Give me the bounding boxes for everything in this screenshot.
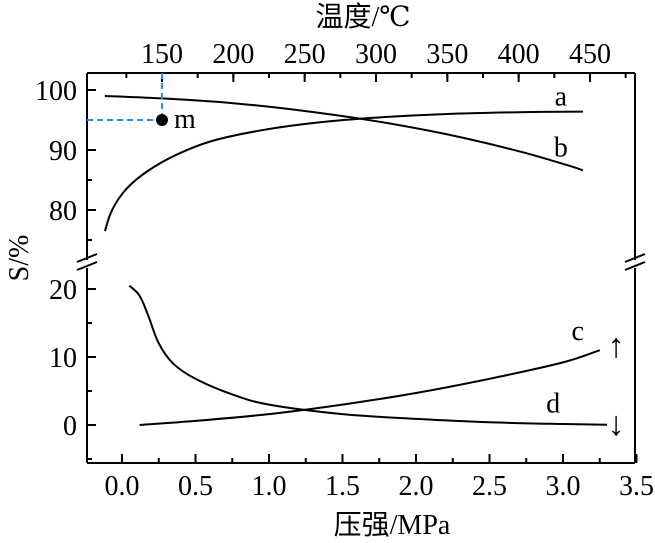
series-d-line [128,284,608,426]
series-c-label: c [572,316,584,347]
x-bottom-tick-label: 3.0 [546,471,581,502]
y-upper-tick-label: 90 [49,136,77,167]
y-upper-tick-label: 80 [49,196,77,227]
series-a-line [103,110,583,232]
series-a-label: a [555,82,568,113]
y-axis-title: S/% [4,235,35,282]
point-m-label: m [174,104,196,135]
x-top-tick-label: 400 [498,39,540,70]
axis-break-mark-left-2 [76,261,98,271]
point-m-marker [156,114,168,126]
y-upper-tick-label: 100 [35,76,77,107]
x-bottom-tick-label: 1.0 [252,471,287,502]
x-top-tick-label: 450 [569,39,611,70]
tick-marks [87,73,638,463]
y-lower-tick-label: 20 [49,275,77,306]
series-curves: ab c d [103,82,608,426]
x-top-tick-label: 350 [426,39,468,70]
x-top-tick-label: 300 [355,39,397,70]
series-b-label: b [554,132,568,163]
trend-arrow-c: ↑ [608,328,625,365]
trend-arrow-d: ↓ [608,406,625,443]
series-c-line [139,349,601,426]
x-bottom-tick-label: 0.0 [105,471,140,502]
x-bottom-tick-label: 2.0 [399,471,434,502]
x-axis-bottom-title: 压强/MPa [334,510,451,541]
x-bottom-tick-label: 1.5 [325,471,360,502]
x-top-tick-label: 200 [212,39,254,70]
y-lower-tick-label: 10 [49,343,77,374]
series-b-line [104,95,584,172]
x-bottom-tick-label: 2.5 [472,471,507,502]
y-lower-tick-label: 0 [63,411,77,442]
x-top-tick-label: 150 [141,39,183,70]
x-bottom-tick-label: 3.5 [619,471,654,502]
annotations: m ↑ ↓ [87,73,625,443]
x-top-tick-label: 250 [284,39,326,70]
plot-frame [76,72,646,464]
x-axis-top-title: 温度/℃ [315,1,410,33]
series-d-label: d [546,389,560,420]
axis-break-mark-right-2 [624,261,646,271]
x-bottom-tick-label: 0.5 [178,471,213,502]
axis-break-mark-right-1 [624,253,646,263]
axis-break-mark-left-1 [76,253,98,263]
